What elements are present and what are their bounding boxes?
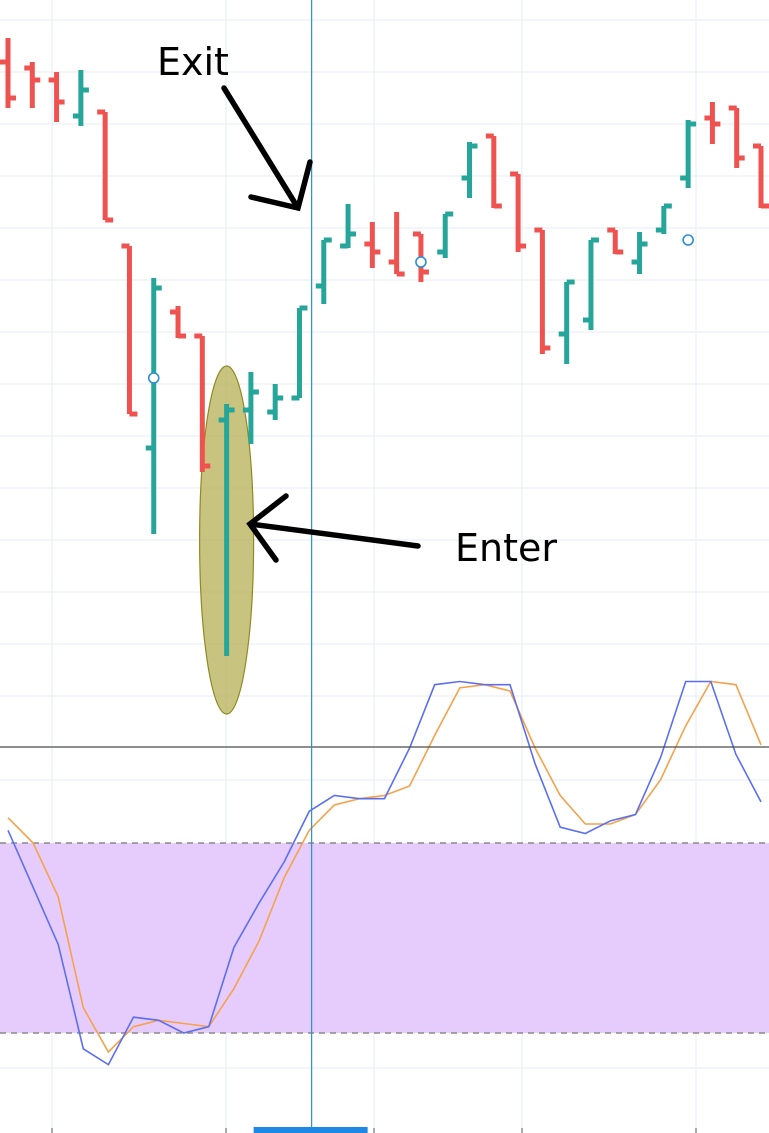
enter-annotation: Enter: [455, 526, 557, 570]
price-bar: [242, 372, 259, 444]
price-bars: [0, 38, 769, 656]
price-bar: [704, 102, 721, 144]
price-bar: [194, 333, 211, 472]
price-bar: [340, 204, 357, 249]
price-bar: [48, 72, 65, 122]
price-bar: [388, 212, 405, 277]
price-bar: [170, 306, 187, 339]
price-bar: [631, 232, 648, 274]
price-bar: [510, 171, 527, 252]
price-bar: [607, 227, 624, 255]
price-bar: [753, 143, 769, 209]
price-bar: [680, 120, 697, 188]
price-markers: [147, 234, 694, 384]
oscillator-line-k: [7, 680, 762, 1066]
price-bar: [97, 109, 114, 223]
price-bar: [728, 105, 745, 168]
price-bar: [437, 211, 454, 258]
price-bar: [121, 243, 138, 417]
price-bar: [364, 222, 381, 268]
price-bar: [0, 38, 16, 108]
time-axis-ticks: [51, 1128, 697, 1133]
price-bar: [485, 133, 502, 209]
price-marker: [415, 256, 427, 268]
enter-arrow-path: [246, 493, 421, 563]
enter-arrow: [246, 493, 421, 563]
oscillator-band: [0, 843, 769, 1033]
crosshair-time-label: [253, 1127, 368, 1133]
price-bar: [267, 384, 284, 420]
price-bar: [24, 62, 41, 108]
exit-arrow: [221, 85, 313, 212]
price-bar: [218, 404, 235, 656]
price-marker: [147, 372, 160, 384]
price-bar: [582, 237, 599, 330]
price-bar: [461, 142, 478, 198]
exit-annotation: Exit: [157, 40, 229, 84]
price-bar: [72, 70, 89, 126]
price-bar: [315, 237, 332, 304]
price-bar: [655, 203, 672, 234]
exit-arrow-path: [221, 85, 313, 212]
price-grid: [0, 0, 769, 746]
price-bar: [558, 279, 575, 364]
price-bar: [291, 305, 308, 401]
price-bar: [534, 227, 551, 354]
price-bar: [145, 278, 162, 534]
price-marker: [682, 234, 694, 246]
